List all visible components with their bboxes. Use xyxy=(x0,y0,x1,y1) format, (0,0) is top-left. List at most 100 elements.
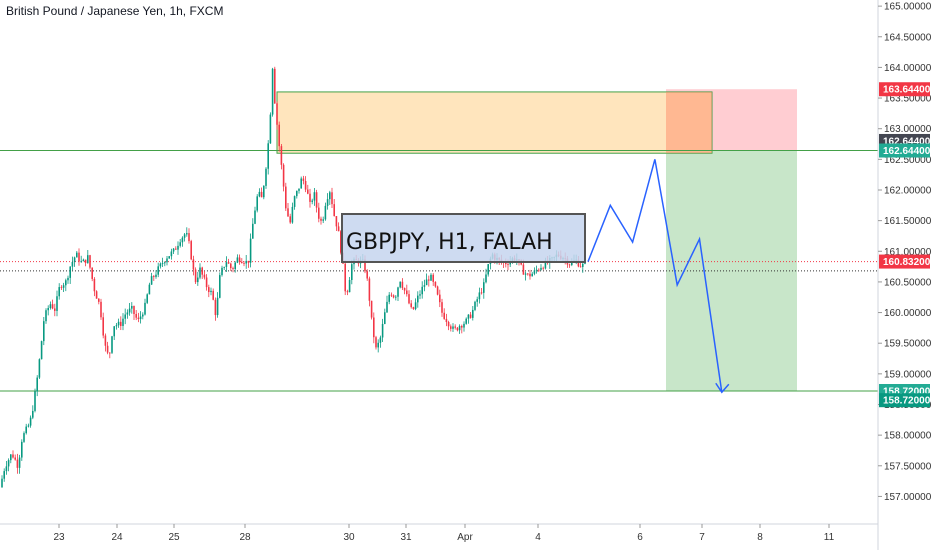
candle-body xyxy=(51,304,54,309)
candle-body xyxy=(274,68,276,104)
candle-body xyxy=(454,326,456,328)
candle-body xyxy=(60,287,63,288)
candle-body xyxy=(56,296,58,311)
price-tag-label: 162.64400 xyxy=(883,136,931,147)
candle-body xyxy=(529,273,531,277)
candle-body xyxy=(7,460,10,467)
price-tag-label: 162.64400 xyxy=(883,146,931,157)
candle-body xyxy=(128,308,131,313)
candle-body xyxy=(126,312,129,315)
candle-body xyxy=(25,426,27,434)
y-tick-label: 165.00000 xyxy=(884,2,932,13)
candle-body xyxy=(166,258,168,263)
candle-body xyxy=(82,259,85,262)
candle-body xyxy=(194,269,197,283)
candle-body xyxy=(208,287,210,293)
candle-body xyxy=(269,114,272,144)
candle-body xyxy=(76,252,78,258)
candle-body xyxy=(522,264,525,275)
candle-body xyxy=(236,257,239,263)
projection-path xyxy=(587,159,723,393)
candle-body xyxy=(234,262,236,270)
candle-body xyxy=(98,298,100,302)
candle-body xyxy=(335,216,338,227)
candle-body xyxy=(425,279,428,286)
candle-body xyxy=(258,191,261,197)
y-tick-label: 162.00000 xyxy=(884,185,932,196)
candle-body xyxy=(100,301,102,318)
y-tick-label: 163.50000 xyxy=(884,94,932,105)
candle-body xyxy=(300,178,302,189)
candle-body xyxy=(296,190,298,197)
candle-body xyxy=(137,317,140,320)
candle-body xyxy=(249,238,252,263)
candle-body xyxy=(476,299,478,302)
candle-body xyxy=(483,282,485,293)
candle-body xyxy=(289,216,291,223)
candle-body xyxy=(54,308,56,311)
candle-body xyxy=(104,335,107,346)
candle-body xyxy=(351,264,353,281)
candle-body xyxy=(47,307,49,311)
projection-arrowhead xyxy=(715,382,730,394)
candle-body xyxy=(120,321,122,326)
candle-body xyxy=(443,312,445,319)
candle-body xyxy=(27,425,30,427)
candle-body xyxy=(368,278,371,301)
candle-body xyxy=(313,192,316,201)
x-tick-label: Apr xyxy=(457,532,473,543)
candle-body xyxy=(157,266,159,275)
candle-body xyxy=(18,457,21,468)
candle-body xyxy=(32,410,34,418)
price-tag xyxy=(879,82,930,97)
candle-body xyxy=(423,285,426,287)
annotation-text: GBPJPY, H1, FALAH xyxy=(346,230,553,255)
candle-body xyxy=(527,273,529,275)
candle-body xyxy=(227,262,230,264)
candle-body xyxy=(445,318,448,322)
candle-body xyxy=(190,241,192,260)
candle-body xyxy=(84,259,87,263)
candle-body xyxy=(142,314,144,317)
candle-body xyxy=(150,276,153,285)
candle-body xyxy=(87,255,89,263)
x-tick-label: 30 xyxy=(343,532,355,543)
candle-body xyxy=(287,208,289,217)
candle-body xyxy=(401,281,404,288)
y-tick-label: 161.00000 xyxy=(884,247,932,258)
candle-body xyxy=(188,233,190,242)
candle-body xyxy=(377,342,379,348)
candle-body xyxy=(45,310,47,322)
y-tick-label: 163.00000 xyxy=(884,124,932,135)
candle-body xyxy=(69,266,71,278)
candle-body xyxy=(450,326,452,329)
candle-body xyxy=(432,274,434,282)
y-tick-label: 157.50000 xyxy=(884,461,932,472)
candle-body xyxy=(221,267,223,276)
candle-body xyxy=(579,266,582,268)
candle-body xyxy=(304,180,307,190)
candle-body xyxy=(3,471,5,479)
candle-body xyxy=(324,205,327,220)
candle-body xyxy=(333,204,335,217)
candle-body xyxy=(230,263,232,269)
candle-body xyxy=(78,252,80,262)
candle-body xyxy=(485,274,487,283)
candle-body xyxy=(285,186,287,209)
candle-body xyxy=(238,257,241,262)
candle-body xyxy=(582,263,584,267)
candle-body xyxy=(80,261,82,262)
candle-body xyxy=(542,267,544,269)
candle-body xyxy=(133,305,135,315)
candle-body xyxy=(1,478,3,488)
candle-body xyxy=(155,274,157,277)
candle-body xyxy=(144,302,146,315)
candle-body xyxy=(280,146,283,165)
y-tick-label: 164.50000 xyxy=(884,32,932,43)
candle-body xyxy=(93,278,96,292)
candle-body xyxy=(474,301,476,310)
candle-body xyxy=(505,262,507,265)
candle-body xyxy=(571,261,573,265)
candle-body xyxy=(124,314,126,319)
